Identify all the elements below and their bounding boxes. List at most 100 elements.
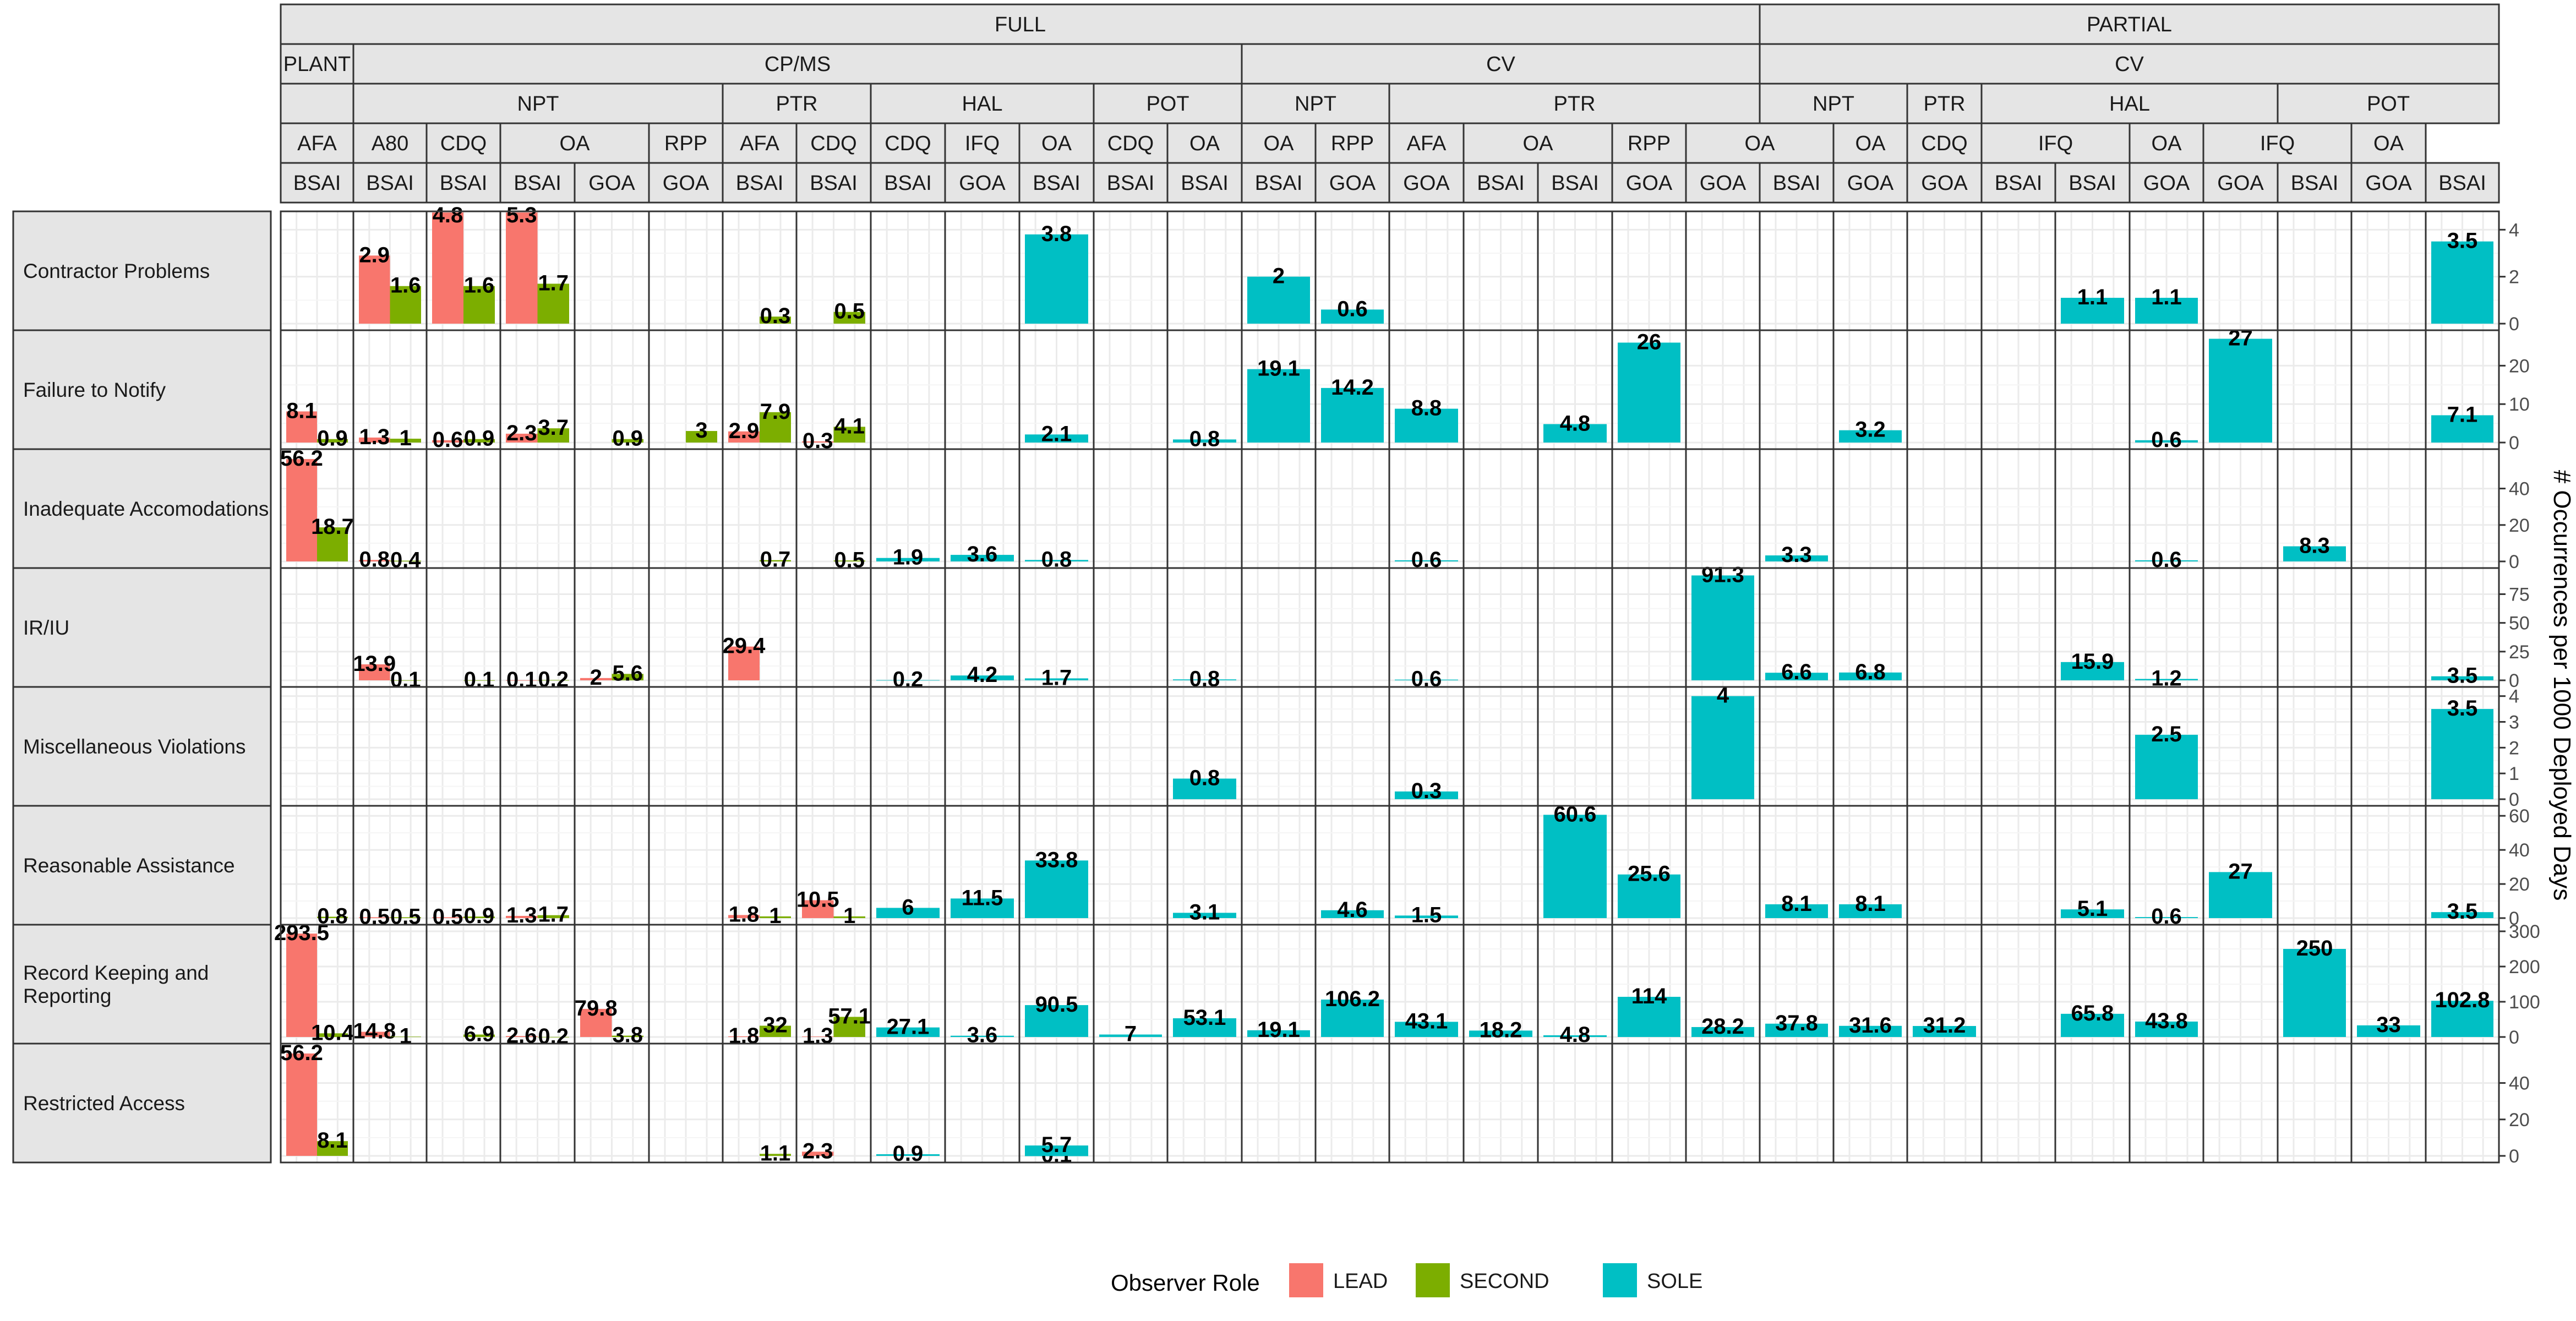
strip-label: BSAI bbox=[2069, 172, 2116, 195]
bar-sole bbox=[2061, 1013, 2124, 1037]
strip-box bbox=[352, 162, 428, 204]
bar-lead bbox=[286, 1053, 317, 1156]
facet-panel bbox=[1686, 330, 1760, 449]
bar-group: 1.1 bbox=[760, 1141, 791, 1165]
facet-panel bbox=[2203, 211, 2278, 330]
legend-swatch bbox=[1416, 1263, 1450, 1297]
strip-box bbox=[648, 122, 724, 164]
facet-panel bbox=[1464, 449, 1538, 568]
facet-panel bbox=[2278, 568, 2351, 687]
facet-panel bbox=[649, 211, 723, 330]
strip-cell: BSAI bbox=[1093, 162, 1169, 204]
strip-label: BSAI bbox=[1033, 172, 1080, 195]
facet-panel bbox=[1612, 211, 1686, 330]
bar-second bbox=[317, 527, 348, 561]
strip-label: GOA bbox=[2365, 172, 2412, 195]
value-label: 0.5 bbox=[834, 299, 865, 324]
bar-group: 1 bbox=[390, 426, 421, 450]
facet-panel bbox=[2203, 568, 2278, 687]
y-tick-label: 0 bbox=[2509, 1146, 2519, 1167]
facet-panel bbox=[2130, 1044, 2203, 1162]
y-axis-title: # Occurrences per 1000 Deployed Days bbox=[2548, 470, 2575, 901]
strip-cell: OA bbox=[1685, 122, 1835, 164]
facet-panel bbox=[945, 211, 1019, 330]
bar-sole bbox=[2209, 339, 2272, 443]
strip-label: PTR bbox=[776, 92, 818, 116]
value-label: 0.9 bbox=[612, 427, 643, 451]
bar-group: 3.5 bbox=[2431, 664, 2493, 688]
value-label: 2.5 bbox=[2151, 722, 2182, 746]
value-label: 1 bbox=[400, 1024, 412, 1048]
strip-label: OA bbox=[2373, 132, 2404, 155]
facet-panel bbox=[575, 449, 649, 568]
bar-lead bbox=[506, 680, 538, 681]
bar-sole bbox=[2431, 1001, 2493, 1037]
legend-label: SOLE bbox=[1647, 1270, 1702, 1293]
bar-lead bbox=[802, 1036, 834, 1037]
value-label: 3.5 bbox=[2447, 229, 2478, 253]
facet-panel bbox=[2351, 449, 2426, 568]
strip-box bbox=[1462, 162, 1539, 204]
strip-cell: BSAI bbox=[795, 162, 872, 204]
row-strip-label: Contractor Problems bbox=[23, 260, 210, 282]
facet-panel bbox=[1389, 211, 1464, 330]
row-strip: Failure to Notify bbox=[12, 329, 272, 450]
y-axis: 0 2 4 bbox=[2499, 220, 2519, 335]
facet-panel bbox=[1982, 806, 2055, 925]
strip-box bbox=[1980, 122, 2131, 164]
strip-box bbox=[1980, 162, 2056, 204]
strip-label: BSAI bbox=[1477, 172, 1525, 195]
bar-second bbox=[537, 283, 569, 324]
bar-lead bbox=[728, 646, 760, 680]
row-strip-box bbox=[12, 210, 272, 331]
strip-cell: GOA bbox=[2202, 162, 2279, 204]
bar-sole bbox=[876, 680, 940, 681]
bar-group: 4.8 bbox=[432, 203, 463, 324]
facet-panel bbox=[2130, 330, 2203, 449]
bar-second bbox=[833, 1017, 865, 1037]
value-label: 14.8 bbox=[353, 1019, 396, 1044]
bar-group: 0.3 bbox=[760, 304, 791, 328]
y-tick-label: 2 bbox=[2509, 738, 2519, 758]
bar-sole bbox=[951, 898, 1014, 918]
value-label: 5.1 bbox=[2077, 897, 2108, 921]
y-tick-label: 2 bbox=[2509, 267, 2519, 288]
value-label: 11.5 bbox=[962, 886, 1003, 910]
value-label: 1 bbox=[400, 426, 412, 450]
y-tick-label: 1 bbox=[2509, 763, 2519, 784]
bar-second bbox=[833, 560, 865, 561]
bar-sole bbox=[1395, 560, 1458, 561]
strip-label: CDQ bbox=[885, 132, 931, 155]
bar-sole bbox=[1025, 560, 1088, 561]
facet-panel bbox=[1982, 568, 2055, 687]
bar-group: 6.9 bbox=[463, 1022, 495, 1046]
strip-cell: CDQ bbox=[870, 122, 946, 164]
facet-panel bbox=[649, 925, 723, 1044]
value-label: 0.9 bbox=[317, 427, 348, 451]
bar-sole bbox=[2431, 415, 2493, 443]
bar-group: 19.1 bbox=[1247, 1018, 1310, 1042]
facet-panel bbox=[1612, 687, 1686, 806]
value-label: 102.8 bbox=[2435, 988, 2490, 1012]
y-tick-label: 20 bbox=[2509, 874, 2530, 895]
bar-group: 1.5 bbox=[1395, 903, 1458, 927]
value-label: 3.5 bbox=[2447, 664, 2478, 688]
facet-panel bbox=[1982, 1044, 2055, 1162]
facet-panel bbox=[2278, 211, 2351, 330]
value-label: 4.6 bbox=[1337, 898, 1368, 922]
facet-panel bbox=[2351, 568, 2426, 687]
value-label: 114 bbox=[1631, 984, 1667, 1008]
value-label: 5.6 bbox=[612, 661, 643, 685]
value-label: 3.7 bbox=[538, 416, 569, 440]
bar-second bbox=[317, 439, 348, 443]
bar-sole bbox=[2283, 546, 2346, 561]
bar-second bbox=[537, 1036, 569, 1038]
row-strip-label: IR/IU bbox=[23, 616, 69, 639]
value-label: 1 bbox=[843, 904, 855, 928]
facet-panel bbox=[2278, 806, 2351, 925]
strip-cell: IFQ bbox=[1980, 122, 2131, 164]
row-strip-box bbox=[12, 686, 272, 807]
value-label: 1.7 bbox=[538, 903, 569, 927]
value-label: 8.1 bbox=[286, 399, 317, 423]
strip-cell: GOA bbox=[944, 162, 1020, 204]
